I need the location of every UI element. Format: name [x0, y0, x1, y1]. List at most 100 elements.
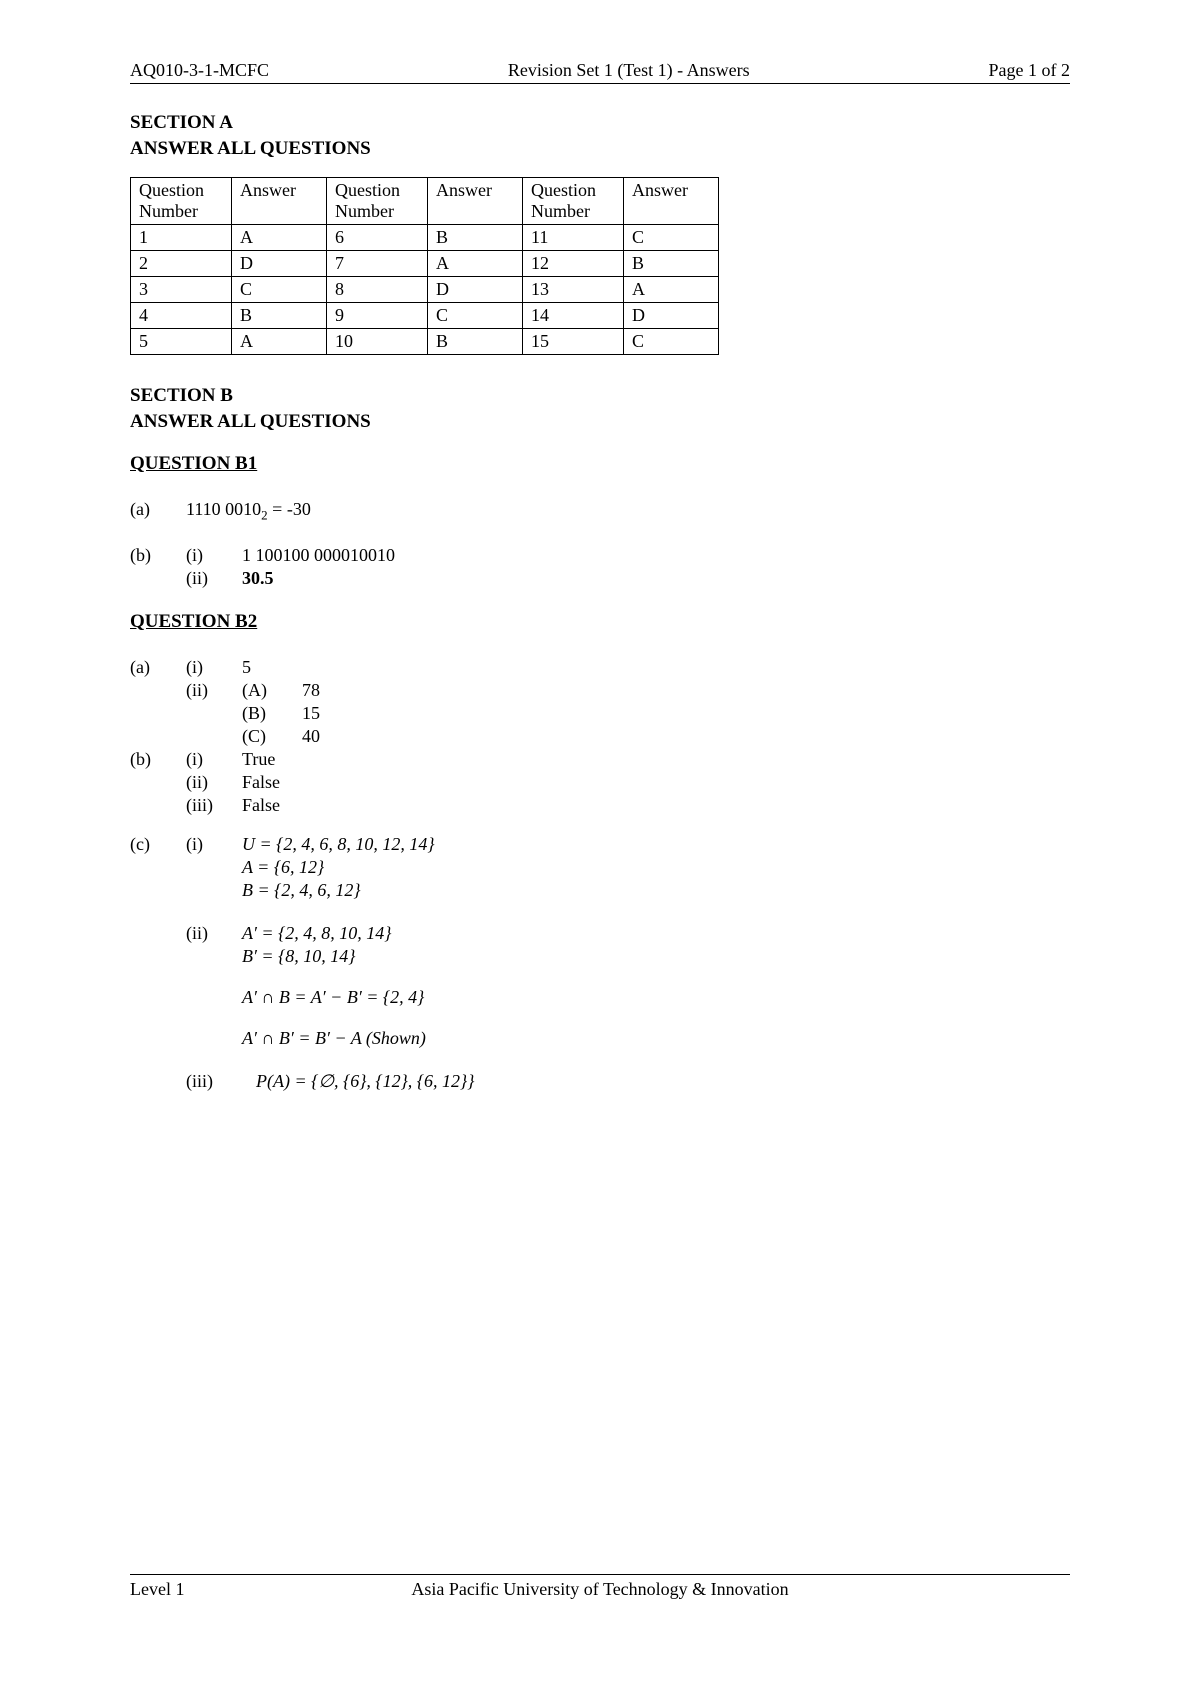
table-row: 4 B 9 C 14 D — [131, 303, 719, 329]
table-row: 3 C 8 D 13 A — [131, 277, 719, 303]
cell: B — [232, 303, 327, 329]
cell: D — [624, 303, 719, 329]
val: False — [242, 772, 1070, 793]
label-i: (i) — [186, 545, 242, 566]
cell: A — [428, 251, 523, 277]
label-b: (b) — [130, 545, 186, 566]
answer-table: QuestionNumber Answer QuestionNumber Ans… — [130, 177, 719, 355]
b1-b-i-text: 1 100100 000010010 — [242, 545, 1070, 566]
label-ii: (ii) — [186, 568, 242, 589]
table-header: Answer — [428, 178, 523, 225]
label-b: (b) — [130, 749, 186, 770]
cell: C — [428, 303, 523, 329]
table-row: 2 D 7 A 12 B — [131, 251, 719, 277]
table-header: QuestionNumber — [131, 178, 232, 225]
label-a: (a) — [130, 657, 186, 678]
cell: 2 — [131, 251, 232, 277]
set-Aprime: A′ = {2, 4, 8, 10, 14} — [242, 923, 1070, 944]
label-a: (a) — [130, 499, 186, 520]
b2-b: (b) (i) True (ii) False (iii) False — [130, 749, 1070, 816]
cell: 11 — [523, 225, 624, 251]
val: 78 — [302, 680, 320, 701]
b2-c-ii: (ii) A′ = {2, 4, 8, 10, 14} B′ = {8, 10,… — [130, 923, 1070, 1049]
cell: C — [624, 225, 719, 251]
val: True — [242, 749, 1070, 770]
section-b-title-1: SECTION B — [130, 383, 1070, 409]
cell: B — [428, 329, 523, 355]
text: 1110 0010 — [186, 499, 261, 519]
val: 15 — [302, 703, 320, 724]
b2-a: (a) (i) 5 (ii) (A) 78 (B) 15 (C) 40 — [130, 657, 1070, 747]
cell: 9 — [327, 303, 428, 329]
page-header: AQ010-3-1-MCFC Revision Set 1 (Test 1) -… — [130, 60, 1070, 84]
cell: 8 — [327, 277, 428, 303]
label-C: (C) — [242, 726, 302, 747]
cell: B — [624, 251, 719, 277]
label-i: (i) — [186, 657, 242, 678]
table-header: Answer — [624, 178, 719, 225]
cell: C — [624, 329, 719, 355]
header-center: Revision Set 1 (Test 1) - Answers — [508, 60, 750, 81]
label-B: (B) — [242, 703, 302, 724]
b1-a: (a) 1110 00102 = -30 — [130, 499, 1070, 524]
table-header: QuestionNumber — [523, 178, 624, 225]
cell: C — [232, 277, 327, 303]
set-Bprime: B′ = {8, 10, 14} — [242, 946, 1070, 967]
section-b-title-2: ANSWER ALL QUESTIONS — [130, 409, 1070, 435]
b1-b-ii-text: 30.5 — [242, 568, 1070, 589]
label-iii: (iii) — [186, 1071, 242, 1092]
label-ii: (ii) — [186, 772, 242, 793]
cell: 6 — [327, 225, 428, 251]
table-row: 5 A 10 B 15 C — [131, 329, 719, 355]
b2-a-i-val: 5 — [242, 657, 1070, 678]
cell: B — [428, 225, 523, 251]
cell: 7 — [327, 251, 428, 277]
label-ii: (ii) — [186, 923, 242, 944]
table-header: Answer — [232, 178, 327, 225]
text: = -30 — [268, 499, 311, 519]
b2-c-iii: (iii) P(A) = {∅, {6}, {12}, {6, 12}} — [130, 1071, 1070, 1092]
cell: 5 — [131, 329, 232, 355]
header-left: AQ010-3-1-MCFC — [130, 60, 269, 81]
question-b2-heading: QUESTION B2 — [130, 611, 1070, 633]
section-a-title-2: ANSWER ALL QUESTIONS — [130, 136, 1070, 162]
b2-c-i: (c) (i) U = {2, 4, 6, 8, 10, 12, 14} A =… — [130, 834, 1070, 901]
label-iii: (iii) — [186, 795, 242, 816]
cell: A — [232, 225, 327, 251]
section-a-title-1: SECTION A — [130, 110, 1070, 136]
val: False — [242, 795, 1070, 816]
cell: 3 — [131, 277, 232, 303]
cell: 4 — [131, 303, 232, 329]
cell: 1 — [131, 225, 232, 251]
set-B: B = {2, 4, 6, 12} — [242, 880, 1070, 901]
header-right: Page 1 of 2 — [989, 60, 1070, 81]
set-U: U = {2, 4, 6, 8, 10, 12, 14} — [242, 834, 1070, 855]
page-footer: Level 1 Asia Pacific University of Techn… — [130, 1574, 1070, 1600]
set-A: A = {6, 12} — [242, 857, 1070, 878]
powerset: P(A) = {∅, {6}, {12}, {6, 12}} — [256, 1071, 1070, 1092]
table-row: 1 A 6 B 11 C — [131, 225, 719, 251]
cell: A — [624, 277, 719, 303]
cell: 10 — [327, 329, 428, 355]
label-i: (i) — [186, 834, 242, 855]
cell: D — [428, 277, 523, 303]
label-ii: (ii) — [186, 680, 242, 701]
val: 40 — [302, 726, 320, 747]
cell: 15 — [523, 329, 624, 355]
page: AQ010-3-1-MCFC Revision Set 1 (Test 1) -… — [0, 0, 1200, 1696]
cell: A — [232, 329, 327, 355]
eq2: A′ ∩ B′ = B′ − A (Shown) — [242, 1028, 1070, 1049]
cell: 12 — [523, 251, 624, 277]
label-c: (c) — [130, 834, 186, 855]
question-b1-heading: QUESTION B1 — [130, 453, 1070, 475]
label-A: (A) — [242, 680, 302, 701]
cell: 14 — [523, 303, 624, 329]
eq1: A′ ∩ B = A′ − B′ = {2, 4} — [242, 987, 1070, 1008]
b1-a-text: 1110 00102 = -30 — [186, 499, 1070, 524]
cell: D — [232, 251, 327, 277]
footer-center: Asia Pacific University of Technology & … — [130, 1579, 1070, 1600]
label-i: (i) — [186, 749, 242, 770]
b1-b: (b) (i) 1 100100 000010010 (ii) 30.5 — [130, 545, 1070, 589]
cell: 13 — [523, 277, 624, 303]
table-header: QuestionNumber — [327, 178, 428, 225]
